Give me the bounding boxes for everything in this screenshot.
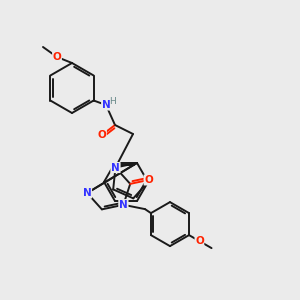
Text: N: N (119, 200, 128, 210)
Text: N: N (111, 163, 120, 172)
Text: N: N (119, 200, 128, 210)
Text: H: H (110, 98, 116, 106)
Text: O: O (98, 130, 106, 140)
Text: N: N (102, 100, 110, 110)
Text: O: O (144, 175, 153, 185)
Text: O: O (195, 236, 204, 246)
Text: N: N (111, 163, 120, 172)
Text: O: O (52, 52, 62, 62)
Text: N: N (83, 188, 92, 198)
